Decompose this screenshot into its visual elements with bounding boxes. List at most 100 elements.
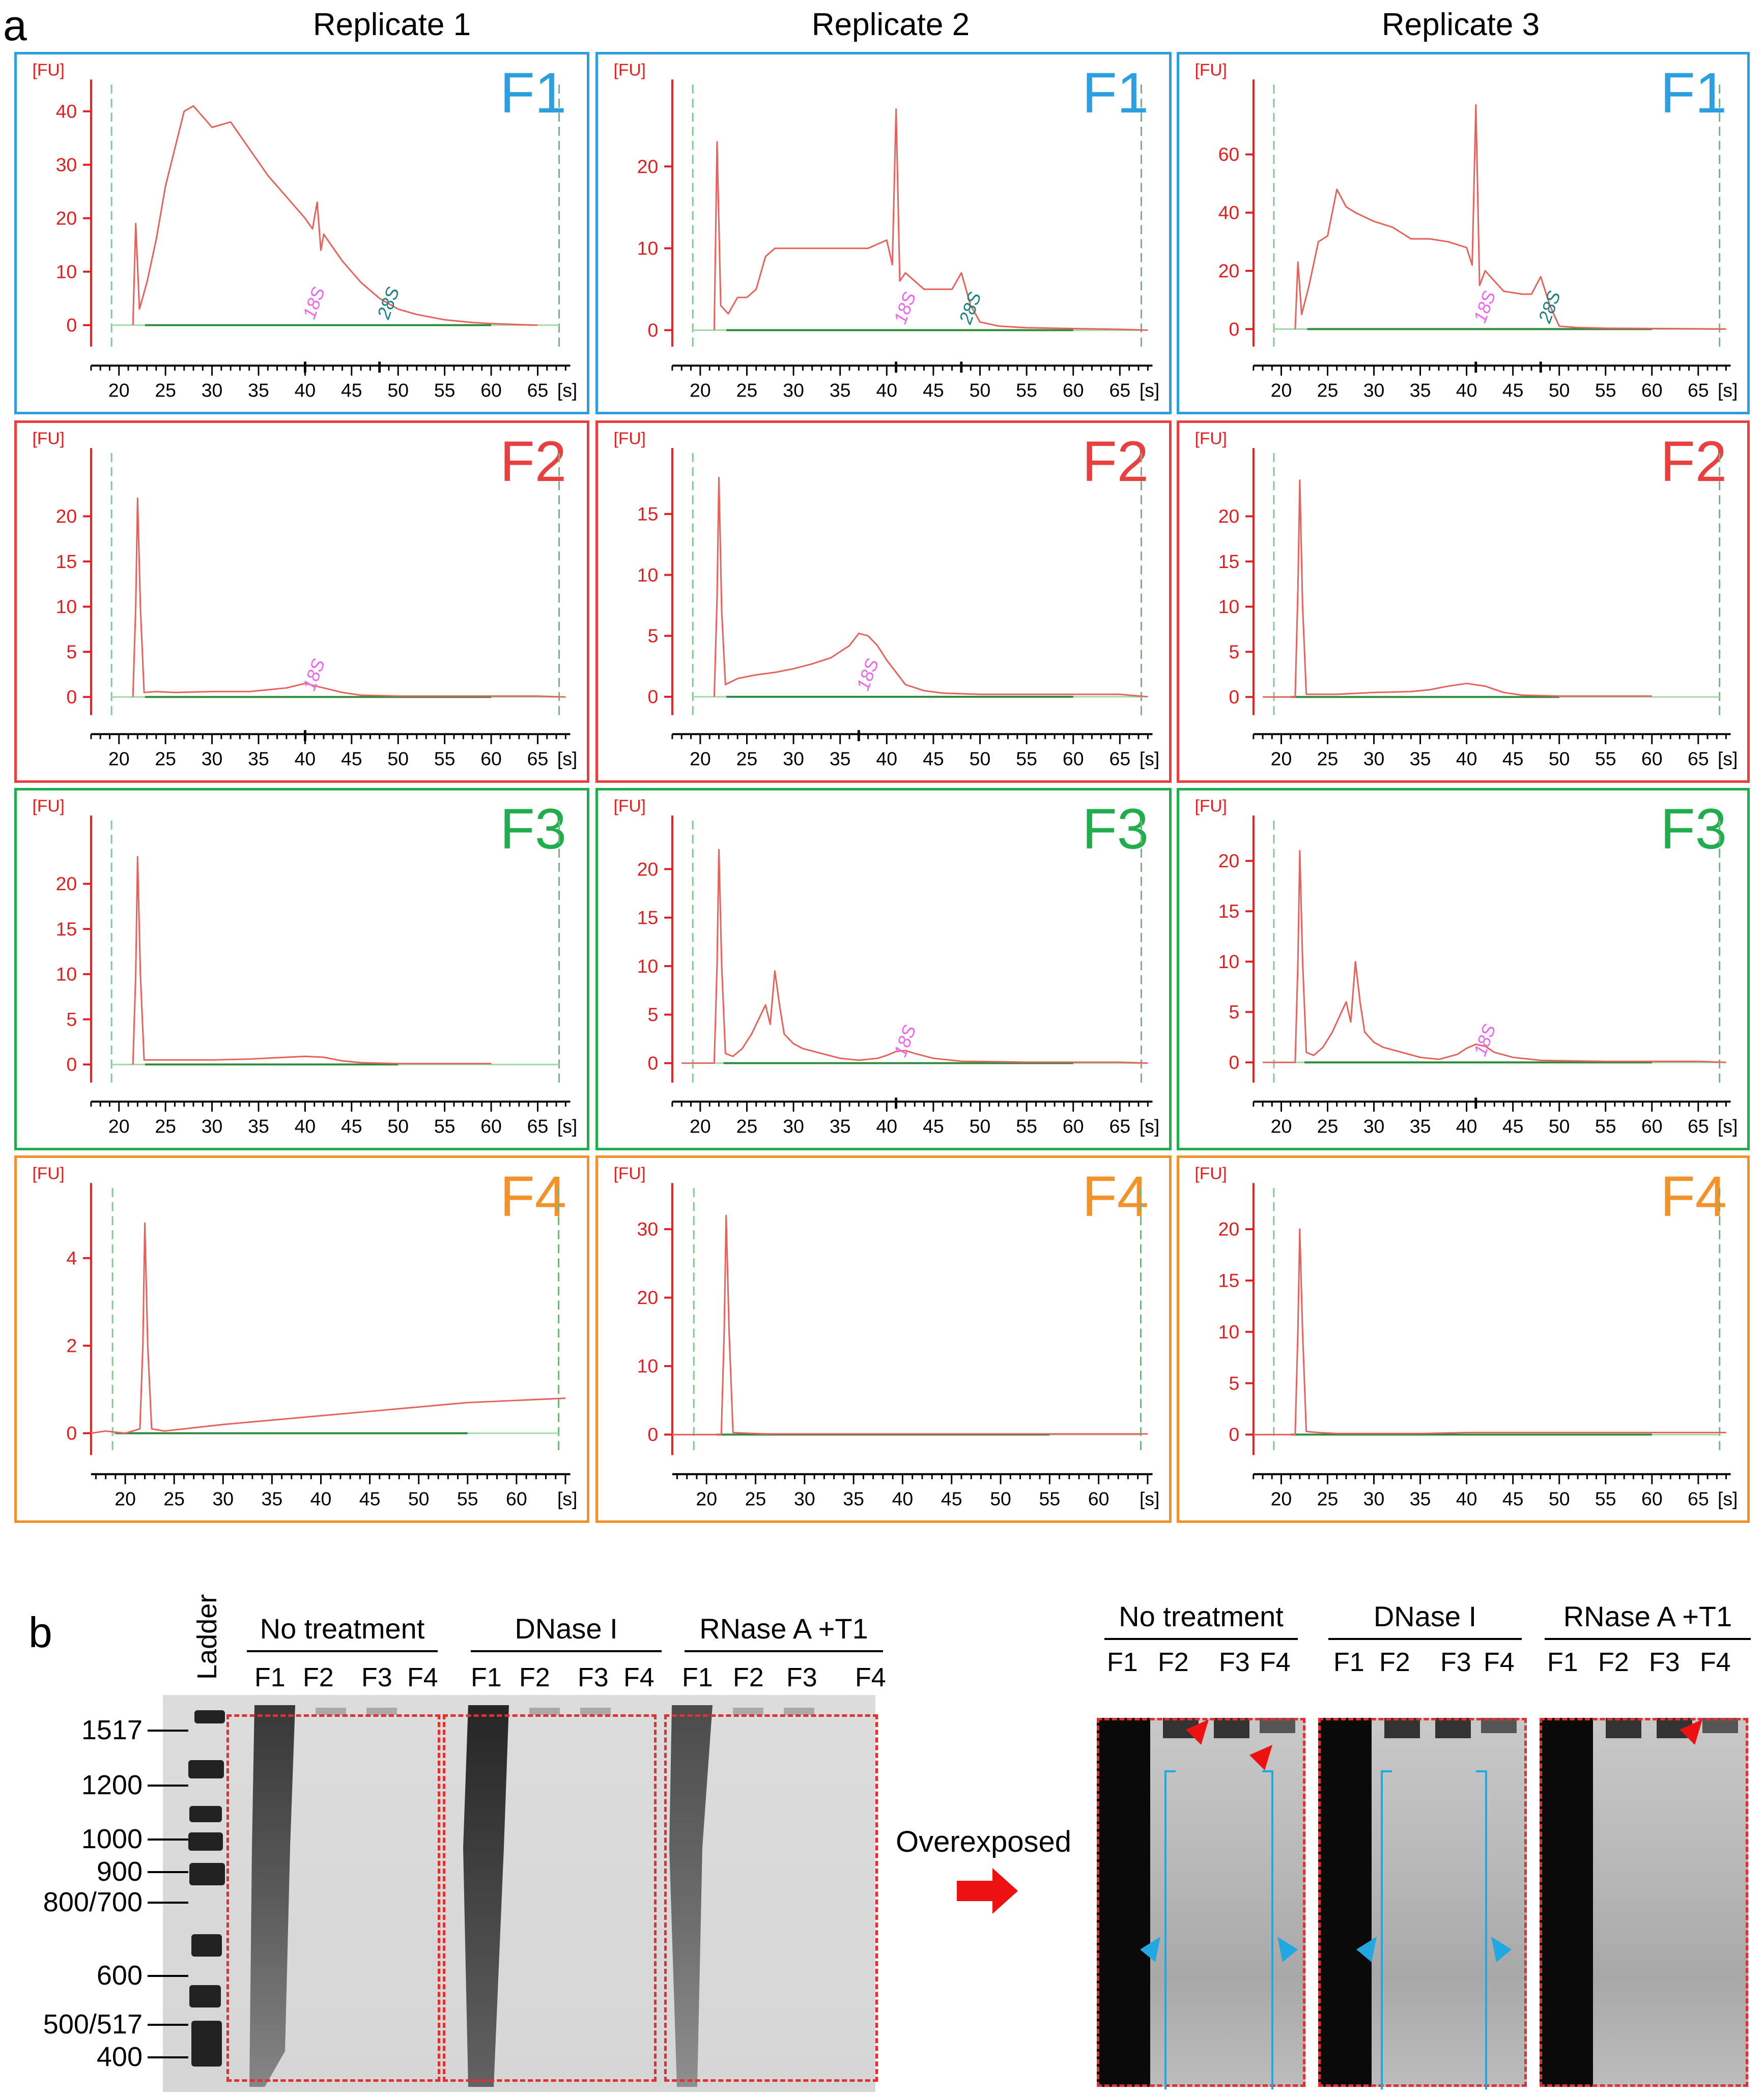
x-tick-label: 45 bbox=[341, 1115, 362, 1137]
y-tick-label: 60 bbox=[1218, 144, 1240, 165]
x-tick-label: 40 bbox=[876, 748, 897, 769]
y-tick-label: 40 bbox=[56, 100, 77, 122]
y-tick-label: 0 bbox=[647, 1053, 658, 1074]
peak-label-18S: 18S bbox=[1470, 288, 1500, 325]
ladder-bands bbox=[188, 1710, 225, 2067]
ladder-size-label: 400 bbox=[96, 2042, 143, 2072]
y-tick-label: 0 bbox=[66, 315, 77, 336]
y-tick-label: 20 bbox=[637, 858, 659, 880]
x-tick-label: 55 bbox=[1595, 1115, 1616, 1137]
y-tick-label: 20 bbox=[56, 208, 77, 229]
x-tick-label: 20 bbox=[690, 379, 711, 401]
main-lane-label: F4 bbox=[407, 1663, 438, 1692]
main-group-label: DNase I bbox=[515, 1613, 618, 1645]
x-unit-label: [s] bbox=[557, 1115, 578, 1137]
y-tick-label: 10 bbox=[56, 261, 77, 282]
chart-svg: [FU] 0 5 10 15 20 20 25 30 35 40 45 50 55 60 65 [s] bbox=[33, 797, 578, 1137]
x-tick-label: 60 bbox=[1063, 1115, 1084, 1137]
x-tick-label: 35 bbox=[843, 1488, 864, 1509]
y-tick-label: 5 bbox=[66, 641, 77, 662]
ladder-size-label: 1517 bbox=[81, 1715, 143, 1745]
x-tick-label: 35 bbox=[248, 379, 269, 401]
ladder-size-label: 1000 bbox=[81, 1824, 143, 1854]
y-tick-label: 10 bbox=[637, 564, 659, 585]
x-tick-label: 30 bbox=[783, 1115, 804, 1137]
series-line bbox=[1263, 850, 1726, 1063]
x-tick-label: 60 bbox=[480, 748, 502, 769]
main-group-underline bbox=[685, 1650, 883, 1652]
over-lane-label: F4 bbox=[1700, 1648, 1731, 1677]
x-tick-label: 25 bbox=[736, 379, 758, 401]
x-tick-label: 30 bbox=[202, 748, 223, 769]
x-tick-label: 60 bbox=[1063, 748, 1084, 769]
x-tick-label: 40 bbox=[1456, 748, 1477, 769]
fraction-tag: F2 bbox=[1660, 430, 1727, 493]
electropherogram-f4-rep1: F4 [FU] 0 2 4 20 25 30 35 40 45 50 55 60 [s] bbox=[14, 1155, 589, 1523]
x-tick-label: 50 bbox=[970, 748, 991, 769]
ladder-tick bbox=[148, 1975, 188, 1977]
electropherogram-f2-rep2: F2 [FU] 0 5 10 15 20 25 30 35 40 45 50 55 60 65 [s] 18S bbox=[595, 420, 1172, 783]
main-lane-label: F3 bbox=[786, 1663, 817, 1692]
x-tick-label: 25 bbox=[155, 748, 176, 769]
y-axis-label: [FU] bbox=[32, 1164, 64, 1183]
x-tick-label: 55 bbox=[434, 748, 456, 769]
chart-svg: [FU] 0 2 4 20 25 30 35 40 45 50 55 60 [s] bbox=[32, 1164, 578, 1509]
well bbox=[1260, 1718, 1295, 1733]
x-tick-label: 55 bbox=[457, 1488, 478, 1509]
x-tick-label: 65 bbox=[1688, 1115, 1709, 1137]
x-tick-label: 30 bbox=[202, 1115, 223, 1137]
y-tick-label: 5 bbox=[647, 1004, 658, 1025]
x-tick-label: 35 bbox=[1410, 748, 1431, 769]
y-axis-label: [FU] bbox=[33, 61, 65, 79]
dnase-box bbox=[443, 1714, 657, 2082]
peak-label-18S: 18S bbox=[852, 656, 883, 693]
electropherogram-f1-rep2: F1 [FU] 0 10 20 20 25 30 35 40 45 50 55 60 65 [s] 18S 28S bbox=[595, 52, 1172, 414]
panel-b-label: b bbox=[29, 1608, 52, 1656]
y-axis-label: [FU] bbox=[1195, 429, 1227, 448]
peak-label-18S: 18S bbox=[890, 289, 920, 326]
fraction-tag: F3 bbox=[500, 797, 566, 861]
y-tick-label: 0 bbox=[647, 686, 658, 708]
x-tick-label: 40 bbox=[295, 748, 316, 769]
x-unit-label: [s] bbox=[1140, 1115, 1160, 1137]
y-tick-label: 20 bbox=[637, 1287, 659, 1308]
over-group-label: No treatment bbox=[1119, 1600, 1284, 1632]
x-tick-label: 50 bbox=[990, 1488, 1011, 1509]
x-tick-label: 35 bbox=[1410, 1115, 1431, 1137]
y-axis-label: [FU] bbox=[1194, 1164, 1227, 1183]
x-tick-label: 60 bbox=[1088, 1488, 1109, 1509]
x-tick-label: 60 bbox=[1641, 1488, 1663, 1509]
y-tick-label: 0 bbox=[1229, 318, 1239, 340]
main-lane-label: F2 bbox=[303, 1663, 334, 1692]
y-tick-label: 0 bbox=[1229, 686, 1239, 708]
x-unit-label: [s] bbox=[557, 748, 578, 769]
ladder-tick bbox=[148, 1902, 188, 1904]
x-tick-label: 55 bbox=[1595, 748, 1616, 769]
over-group-underline bbox=[1104, 1638, 1298, 1640]
y-tick-label: 10 bbox=[56, 964, 77, 985]
fraction-tag: F2 bbox=[1082, 430, 1149, 493]
x-tick-label: 40 bbox=[1456, 1115, 1477, 1137]
overexposed-gel-frame bbox=[1097, 1718, 1305, 2087]
x-tick-label: 20 bbox=[696, 1488, 717, 1509]
y-tick-label: 30 bbox=[637, 1219, 659, 1240]
overexposed-gel-frame bbox=[1540, 1718, 1748, 2087]
over-group-label: RNase A +T1 bbox=[1563, 1600, 1732, 1632]
fraction-tag: F1 bbox=[500, 61, 566, 125]
x-tick-label: 30 bbox=[794, 1488, 815, 1509]
y-tick-label: 5 bbox=[1229, 641, 1239, 662]
x-tick-label: 65 bbox=[1688, 1488, 1709, 1509]
series-line bbox=[713, 476, 1148, 698]
x-tick-label: 30 bbox=[1363, 1488, 1385, 1509]
x-tick-label: 25 bbox=[1317, 1488, 1339, 1509]
y-tick-label: 10 bbox=[637, 955, 659, 977]
y-tick-label: 15 bbox=[637, 503, 659, 525]
over-lane-label: F1 bbox=[1107, 1648, 1138, 1677]
x-unit-label: [s] bbox=[557, 1488, 578, 1509]
x-tick-label: 25 bbox=[1317, 379, 1339, 401]
x-tick-label: 50 bbox=[408, 1488, 430, 1509]
panel-a-label: a bbox=[3, 2, 27, 49]
electropherogram-f2-rep3: F2 [FU] 0 5 10 15 20 20 25 30 35 40 45 50 55 60 65 [s] bbox=[1177, 420, 1750, 783]
well bbox=[1384, 1718, 1420, 1738]
